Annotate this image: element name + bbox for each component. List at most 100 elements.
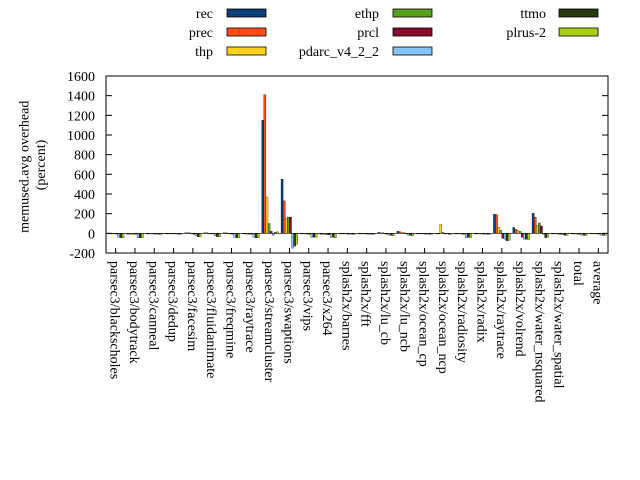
- bar-plrus-2: [218, 233, 221, 237]
- bar-pdarc_v4_2_2: [503, 233, 507, 240]
- legend-swatch-plrus-2: [558, 27, 599, 37]
- bar-plrus-2: [295, 233, 298, 245]
- x-tick-label: splash2x/ocean_cp: [416, 261, 431, 367]
- bars: [106, 94, 608, 249]
- x-tick-label: parsec3/fluidanimate: [203, 261, 218, 378]
- legend-label-thp: thp: [195, 45, 213, 60]
- bar-plrus-2: [141, 233, 144, 238]
- bar-thp: [497, 227, 500, 234]
- legend-swatch-ethp: [392, 8, 433, 18]
- x-tick-label: splash2x/radiosity: [454, 261, 469, 363]
- bar-pdarc_v4_2_2: [136, 233, 140, 238]
- x-tick-label: total: [570, 261, 585, 286]
- x-tick-label: splash2x/ocean_ncp: [435, 261, 450, 374]
- bar-ethp: [499, 230, 502, 234]
- x-tick-label: splash2x/water_nsquared: [531, 261, 546, 403]
- y-axis-label: memused.avg overhead (percent): [17, 97, 49, 233]
- bar-prec: [514, 229, 518, 234]
- bar-prec: [263, 94, 267, 234]
- x-tick-label: splash2x/volrend: [512, 261, 527, 357]
- bar-ttmo: [216, 233, 219, 237]
- bar-pdarc_v4_2_2: [194, 233, 198, 236]
- legend-swatch-thp: [226, 46, 267, 56]
- bar-plrus-2: [199, 233, 202, 237]
- y-tick-label: 0: [88, 227, 95, 242]
- x-tick-label: parsec3/raytrace: [242, 261, 257, 353]
- x-tick-label: parsec3/x264: [319, 261, 334, 336]
- bar-ethp: [538, 222, 541, 234]
- bar-plrus-2: [237, 233, 241, 238]
- legend-swatch-pdarc_v4_2_2: [392, 46, 433, 56]
- legend-label-pdarc_v4_2_2: pdarc_v4_2_2: [299, 45, 379, 60]
- y-tick-label: 600: [74, 168, 95, 183]
- y-axis-label-line-1: memused.avg overhead: [17, 101, 32, 233]
- legend-swatch-rec: [226, 8, 267, 18]
- bar-thp: [516, 230, 520, 234]
- bar-pdarc_v4_2_2: [291, 233, 294, 249]
- bar-ttmo: [332, 233, 335, 238]
- bar-prec: [533, 216, 537, 234]
- x-tick-label: parsec3/canneal: [145, 261, 160, 350]
- legend-swatch-prcl: [392, 27, 433, 37]
- bar-plrus-2: [334, 233, 337, 238]
- bar-plrus-2: [121, 233, 125, 238]
- x-tick-label: average: [589, 261, 604, 305]
- y-axis-ticks: -200 0 200 400 600 800 1000 1200 1400 1600: [67, 70, 608, 262]
- x-tick-label: parsec3/swaptions: [280, 261, 295, 364]
- bar-prcl: [289, 216, 292, 234]
- legend-swatch-ttmo: [558, 8, 599, 18]
- bar-pdarc_v4_2_2: [214, 233, 217, 236]
- y-tick-label: 200: [74, 208, 95, 223]
- x-tick-label: splash2x/fft: [358, 261, 373, 327]
- legend-label-ethp: ethp: [355, 7, 379, 22]
- bar-ttmo: [235, 233, 238, 238]
- x-tick-label: parsec3/streamcluster: [261, 261, 276, 383]
- bar-plrus-2: [527, 233, 530, 240]
- bar-plrus-2: [256, 233, 260, 238]
- bar-plrus-2: [314, 233, 318, 238]
- y-tick-label: 400: [74, 188, 95, 203]
- bar-ttmo: [119, 233, 123, 238]
- legend-label-ttmo: ttmo: [520, 7, 546, 22]
- bar-plrus-2: [411, 233, 414, 236]
- x-tick-label: parsec3/blackscholes: [107, 261, 122, 379]
- y-axis-label-line-2: (percent): [34, 139, 49, 190]
- y-tick-label: 1600: [67, 70, 95, 85]
- bar-prec: [495, 214, 498, 234]
- bar-ttmo: [254, 233, 258, 238]
- x-tick-label: splash2x/radix: [474, 261, 489, 343]
- y-tick-label: -200: [69, 247, 95, 262]
- x-tick-label: parsec3/dedup: [165, 261, 180, 342]
- x-tick-label: parsec3/vips: [300, 261, 315, 331]
- bar-ttmo: [293, 233, 296, 247]
- bar-prec: [282, 200, 286, 234]
- bar-pdarc_v4_2_2: [233, 233, 236, 238]
- bar-thp: [536, 225, 539, 234]
- x-tick-label: splash2x/lu_ncb: [396, 261, 411, 352]
- bar-pdarc_v4_2_2: [252, 233, 256, 238]
- bar-plrus-2: [507, 233, 511, 241]
- bar-rec: [512, 227, 515, 234]
- bar-ttmo: [544, 233, 547, 238]
- x-tick-label: splash2x/barnes: [338, 261, 353, 350]
- bar-thp: [265, 196, 269, 234]
- bar-rec: [493, 214, 496, 234]
- bar-rec: [280, 179, 284, 234]
- bar-pdarc_v4_2_2: [310, 233, 314, 238]
- y-tick-label: 1400: [67, 90, 95, 105]
- bar-pdarc_v4_2_2: [523, 233, 526, 240]
- bar-pdarc_v4_2_2: [465, 233, 468, 238]
- bar-ethp: [267, 223, 271, 234]
- legend-label-rec: rec: [196, 7, 213, 22]
- y-tick-label: 1000: [67, 129, 95, 144]
- x-axis-ticks: parsec3/blackscholes parsec3/bodytrack par…: [107, 248, 604, 403]
- bar-pdarc_v4_2_2: [117, 233, 121, 238]
- x-tick-label: parsec3/bodytrack: [126, 261, 141, 364]
- bar-plrus-2: [469, 233, 472, 238]
- bar-rec: [531, 213, 535, 234]
- x-tick-label: splash2x/water_spatial: [551, 261, 566, 389]
- bar-prcl: [540, 225, 543, 234]
- legend-label-prcl: prcl: [357, 26, 379, 41]
- x-tick-label: splash2x/lu_cb: [377, 261, 392, 345]
